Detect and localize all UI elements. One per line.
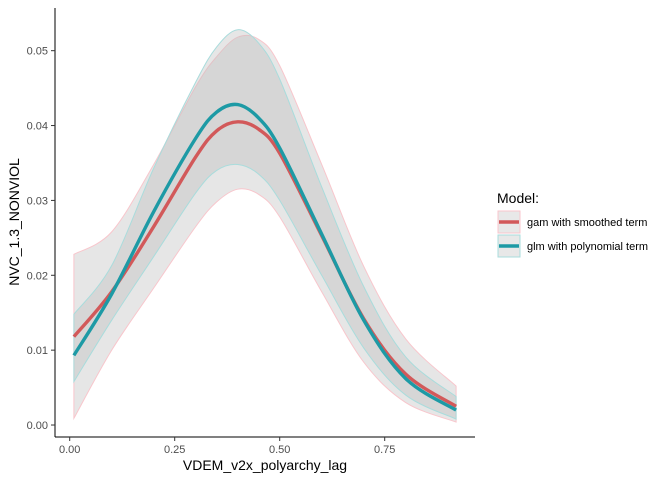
y-tick-label: 0.00 (27, 420, 48, 432)
confidence-band-2 (73, 29, 457, 420)
legend: Model: gam with smoothed term glm with po… (497, 190, 648, 258)
y-axis-title: NVC_1.3_NONVIOL (6, 158, 22, 286)
legend-title: Model: (497, 190, 539, 206)
y-tick-label: 0.02 (27, 270, 48, 282)
confidence-band-1 (73, 34, 457, 423)
x-tick-label: 0.75 (374, 444, 395, 456)
series-line-2 (72, 102, 457, 412)
x-tick-label: 0.50 (269, 444, 290, 456)
x-axis-title: VDEM_v2x_polyarchy_lag (183, 457, 347, 473)
y-axis-ticks: 0.00 0.01 0.02 0.03 0.04 0.05 (27, 46, 55, 432)
y-tick-label: 0.01 (27, 345, 48, 357)
legend-label: glm with polynomial term (527, 241, 648, 253)
series-lines (72, 102, 458, 412)
confidence-bands (73, 29, 457, 423)
y-tick-label: 0.04 (27, 121, 48, 133)
y-tick-label: 0.03 (27, 195, 48, 207)
y-tick-label: 0.05 (27, 46, 48, 58)
x-tick-label: 0.25 (164, 444, 185, 456)
x-tick-label: 0.00 (59, 444, 80, 456)
legend-label: gam with smoothed term (527, 217, 647, 229)
x-axis-ticks: 0.00 0.25 0.50 0.75 (59, 437, 395, 456)
legend-items: gam with smoothed term glm with polynomia… (497, 210, 648, 258)
